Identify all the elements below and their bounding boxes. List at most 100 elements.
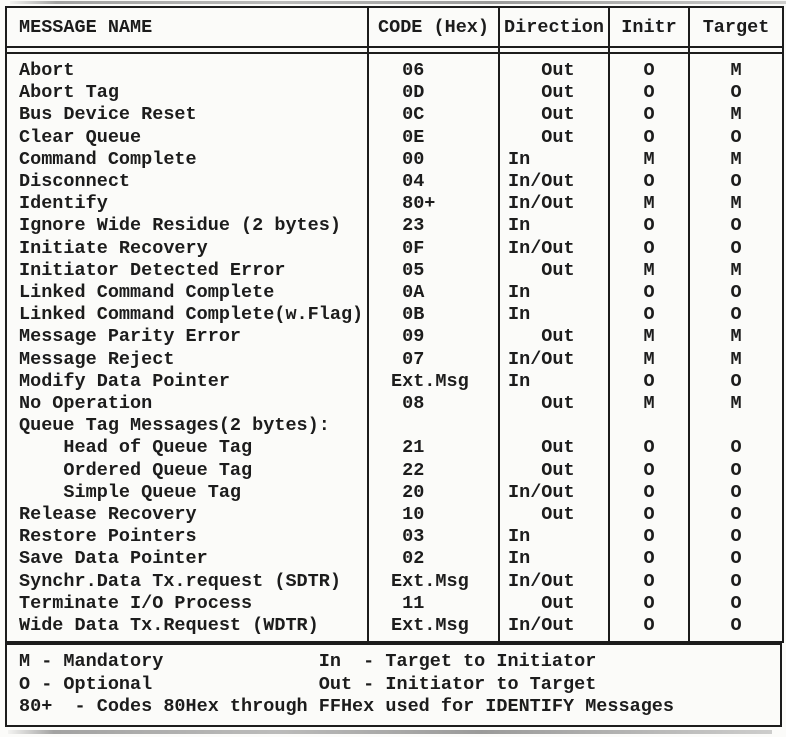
cell-message-name: Terminate I/O Process: [5, 592, 369, 616]
cell-initr: O: [608, 215, 690, 238]
column-header-target: Target: [688, 6, 784, 48]
cell-initr: O: [608, 104, 690, 127]
cell-message-name: Save Data Pointer: [5, 548, 369, 571]
cell-initr: O: [608, 370, 690, 394]
cell-code-hex: 06: [367, 53, 500, 83]
table-row: Identify 80+ In/Out M M: [5, 193, 784, 216]
cell-code-hex: 21: [367, 437, 500, 460]
cell-message-name: Command Complete: [5, 148, 369, 172]
table-row: Abort Tag 0D Out O O: [5, 82, 784, 105]
cell-code-hex: 11: [367, 592, 500, 616]
cell-message-name: Initiate Recovery: [5, 237, 369, 260]
table-row: Ordered Queue Tag 22 Out O O: [5, 459, 784, 482]
cell-initr: M: [608, 193, 690, 216]
cell-initr: O: [608, 82, 690, 105]
cell-message-name: Abort Tag: [5, 82, 369, 105]
scan-artifact-bottom-line: [8, 730, 772, 734]
cell-initr: O: [608, 53, 690, 83]
cell-initr: O: [608, 548, 690, 571]
cell-target: [688, 415, 784, 438]
cell-target: O: [688, 504, 784, 527]
cell-initr: O: [608, 171, 690, 194]
cell-direction: In/Out: [498, 481, 610, 505]
cell-direction: In: [498, 282, 610, 305]
table-row: Message Reject 07 In/Out M M: [5, 348, 784, 371]
table-row: Queue Tag Messages(2 bytes):: [5, 415, 784, 438]
table-row: Release Recovery 10 Out O O: [5, 504, 784, 527]
cell-message-name: Release Recovery: [5, 504, 369, 527]
cell-direction: Out: [498, 393, 610, 416]
cell-initr: O: [608, 526, 690, 549]
cell-message-name: Synchr.Data Tx.request (SDTR): [5, 570, 369, 593]
table-row: Disconnect 04 In/Out O O: [5, 171, 784, 194]
cell-code-hex: 09: [367, 326, 500, 349]
table-row: Save Data Pointer 02 In O O: [5, 548, 784, 571]
cell-target: O: [688, 126, 784, 149]
cell-target: O: [688, 370, 784, 394]
cell-initr: M: [608, 326, 690, 349]
cell-target: O: [688, 304, 784, 327]
cell-initr: O: [608, 459, 690, 482]
cell-target: M: [688, 326, 784, 349]
table-row: Head of Queue Tag 21 Out O O: [5, 437, 784, 460]
column-header-initr: Initr: [608, 6, 690, 48]
cell-message-name: Linked Command Complete(w.Flag): [5, 304, 369, 327]
cell-code-hex: 0B: [367, 304, 500, 327]
cell-target: O: [688, 459, 784, 482]
cell-code-hex: 0A: [367, 282, 500, 305]
cell-direction: [498, 415, 610, 438]
cell-message-name: Ignore Wide Residue (2 bytes): [5, 215, 369, 238]
legend-line-mandatory: M - Mandatory In - Target to Initiator: [19, 651, 597, 672]
cell-code-hex: 08: [367, 393, 500, 416]
cell-message-name: Simple Queue Tag: [5, 481, 369, 505]
table-row: Abort 06 Out O M: [5, 53, 784, 83]
cell-direction: Out: [498, 437, 610, 460]
cell-code-hex: 22: [367, 459, 500, 482]
cell-initr: M: [608, 148, 690, 172]
cell-target: O: [688, 282, 784, 305]
cell-message-name: Clear Queue: [5, 126, 369, 149]
cell-message-name: Ordered Queue Tag: [5, 459, 369, 482]
cell-target: O: [688, 615, 784, 643]
cell-target: M: [688, 104, 784, 127]
cell-code-hex: Ext.Msg: [367, 615, 500, 643]
cell-target: O: [688, 570, 784, 593]
cell-initr: O: [608, 437, 690, 460]
cell-target: O: [688, 548, 784, 571]
cell-target: O: [688, 437, 784, 460]
cell-direction: In/Out: [498, 615, 610, 643]
table-row: Linked Command Complete(w.Flag) 0B In O O: [5, 304, 784, 327]
cell-code-hex: [367, 415, 500, 438]
cell-direction: In: [498, 215, 610, 238]
cell-code-hex: 10: [367, 504, 500, 527]
cell-target: M: [688, 259, 784, 283]
table-row: Message Parity Error 09 Out M M: [5, 326, 784, 349]
cell-direction: Out: [498, 126, 610, 149]
cell-message-name: Disconnect: [5, 171, 369, 194]
cell-message-name: No Operation: [5, 393, 369, 416]
cell-target: M: [688, 348, 784, 371]
table-row: Modify Data Pointer Ext.Msg In O O: [5, 370, 784, 394]
cell-direction: Out: [498, 326, 610, 349]
table-row: No Operation 08 Out M M: [5, 393, 784, 416]
legend-line-optional: O - Optional Out - Initiator to Target: [19, 673, 597, 695]
cell-initr: O: [608, 282, 690, 305]
table-row: Terminate I/O Process 11 Out O O: [5, 592, 784, 616]
cell-initr: [608, 415, 690, 438]
cell-direction: In: [498, 548, 610, 571]
cell-code-hex: 00: [367, 148, 500, 172]
table-row: Initiate Recovery 0F In/Out O O: [5, 237, 784, 260]
table-row: Command Complete 00 In M M: [5, 148, 784, 172]
legend-line-80plus: 80+ - Codes 80Hex through FFHex used for…: [19, 696, 675, 717]
table-row: Simple Queue Tag 20 In/Out O O: [5, 481, 784, 505]
cell-initr: O: [608, 237, 690, 260]
cell-code-hex: Ext.Msg: [367, 370, 500, 394]
scsi-message-table: MESSAGE NAME CODE (Hex) Direction Initr …: [5, 6, 784, 644]
table-row: Wide Data Tx.Request (WDTR) Ext.Msg In/Out…: [5, 615, 784, 643]
cell-direction: Out: [498, 53, 610, 83]
cell-message-name: Initiator Detected Error: [5, 259, 369, 283]
cell-target: O: [688, 592, 784, 616]
table-body: Abort 06 Out O M Abort Tag 0D Out O O Bus Devi…: [5, 53, 784, 643]
cell-code-hex: Ext.Msg: [367, 570, 500, 593]
header-row: MESSAGE NAME CODE (Hex) Direction Initr …: [5, 6, 784, 48]
